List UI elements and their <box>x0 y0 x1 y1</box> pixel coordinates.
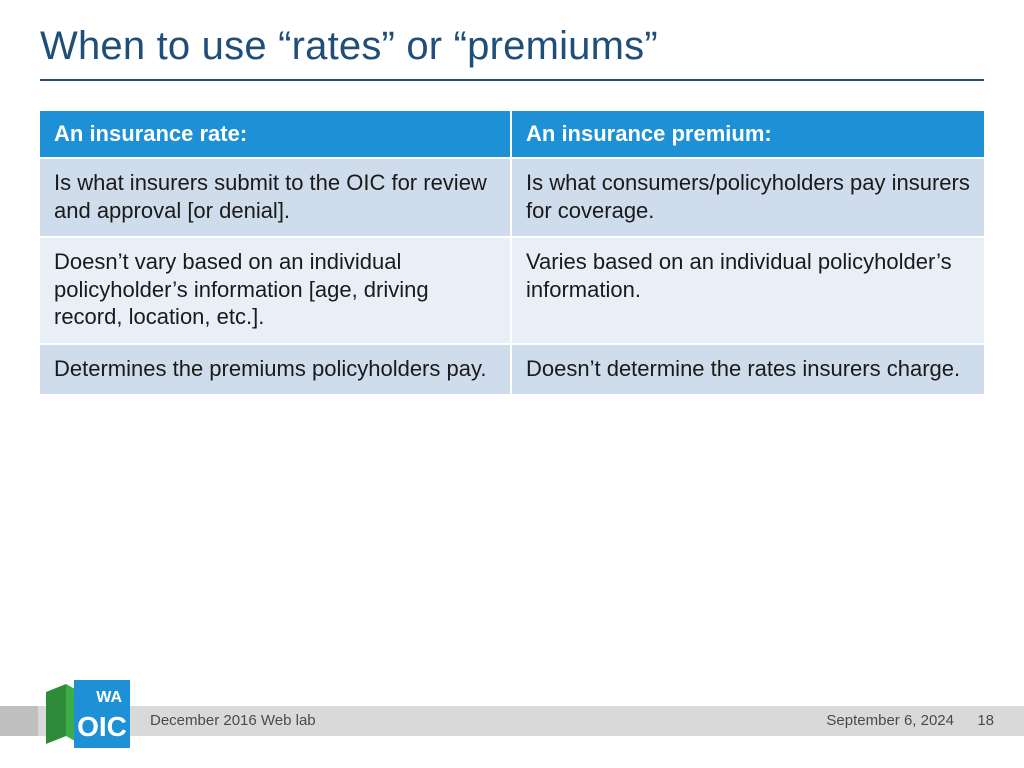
slide: When to use “rates” or “premiums” An ins… <box>0 0 1024 768</box>
footer-bar-accent <box>0 706 38 736</box>
table-cell: Is what insurers submit to the OIC for r… <box>40 157 512 236</box>
oic-logo: WA OIC <box>44 678 132 750</box>
slide-title: When to use “rates” or “premiums” <box>40 24 984 69</box>
table-row: Is what insurers submit to the OIC for r… <box>40 157 984 236</box>
table-cell: Doesn’t vary based on an individual poli… <box>40 236 512 343</box>
oic-logo-icon: WA OIC <box>44 678 132 750</box>
column-header-premium: An insurance premium: <box>512 111 984 157</box>
table-cell: Determines the premiums policyholders pa… <box>40 343 512 395</box>
table-header-row: An insurance rate: An insurance premium: <box>40 111 984 157</box>
table-row: Doesn’t vary based on an individual poli… <box>40 236 984 343</box>
title-area: When to use “rates” or “premiums” <box>0 0 1024 81</box>
column-header-rate: An insurance rate: <box>40 111 512 157</box>
comparison-table: An insurance rate: An insurance premium:… <box>40 111 984 394</box>
table-cell: Varies based on an individual policyhold… <box>512 236 984 343</box>
footer-page-number: 18 <box>977 706 994 736</box>
logo-oic-text: OIC <box>77 711 127 742</box>
table-cell: Doesn’t determine the rates insurers cha… <box>512 343 984 395</box>
content-area: An insurance rate: An insurance premium:… <box>0 81 1024 394</box>
table-cell: Is what consumers/policyholders pay insu… <box>512 157 984 236</box>
footer-left-text: December 2016 Web lab <box>150 706 316 736</box>
footer-date: September 6, 2024 <box>826 706 954 736</box>
logo-wa-text: WA <box>96 689 122 706</box>
table-row: Determines the premiums policyholders pa… <box>40 343 984 395</box>
